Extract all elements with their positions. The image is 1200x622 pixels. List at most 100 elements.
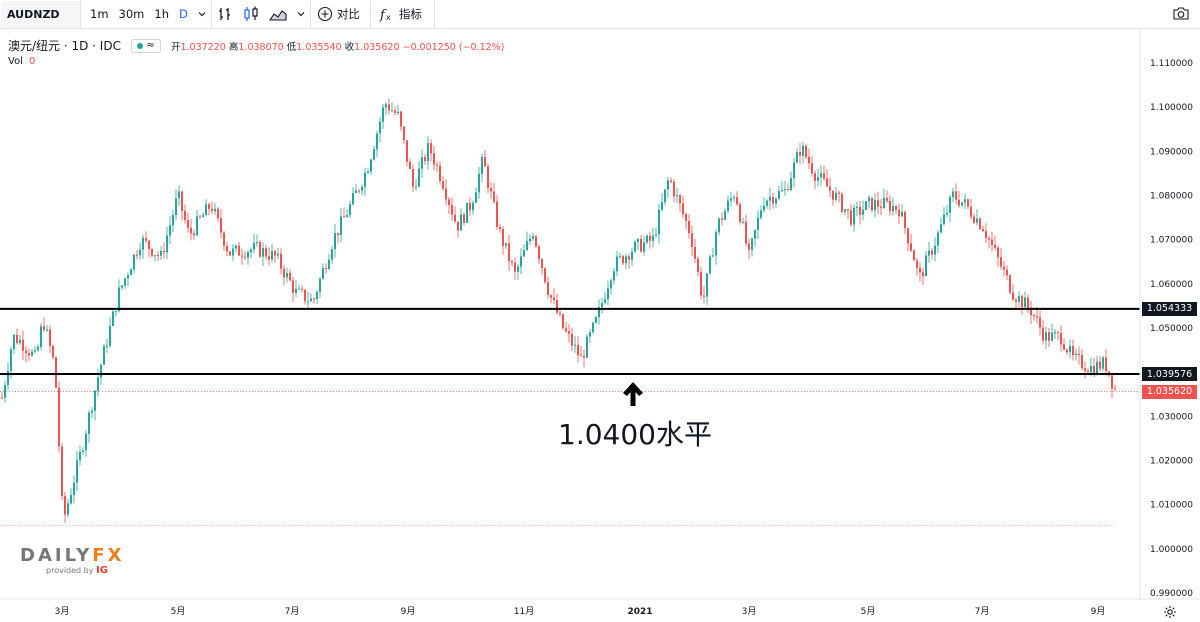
candle-body	[667, 180, 669, 190]
candle-body	[526, 241, 528, 251]
camera-icon[interactable]	[1172, 5, 1190, 26]
candle-body	[1030, 307, 1032, 316]
candle-body	[1000, 257, 1002, 267]
candle-body	[664, 189, 666, 203]
candle-body	[922, 272, 924, 277]
chevron-down-icon[interactable]	[292, 0, 310, 29]
interval-1h[interactable]: 1h	[154, 7, 169, 21]
candle-body	[475, 192, 477, 203]
candle-body	[790, 178, 792, 191]
candle-body	[532, 236, 534, 239]
candle-body	[37, 346, 39, 351]
candle-body	[574, 344, 576, 346]
candle-body	[712, 255, 714, 257]
candle-body	[1075, 353, 1077, 356]
chevron-down-icon[interactable]	[193, 0, 211, 29]
candle-body	[445, 188, 447, 200]
candle-body	[946, 212, 948, 215]
candle-body	[76, 460, 78, 483]
candle-body	[490, 187, 492, 192]
candle-body	[646, 235, 648, 243]
candle-body	[1051, 332, 1053, 341]
candle-body	[34, 350, 36, 352]
interval-30m[interactable]: 30m	[118, 7, 145, 21]
candle-body	[388, 104, 390, 111]
candle-body	[706, 273, 708, 297]
candle-body	[409, 161, 411, 170]
compare-button[interactable]: 对比	[311, 0, 364, 29]
candle-body	[751, 238, 753, 250]
candle-body	[415, 186, 417, 188]
candle-body	[952, 191, 954, 197]
y-tick-label: 1.050000	[1150, 324, 1193, 334]
candle-body	[484, 156, 486, 167]
candle-body	[259, 242, 261, 257]
candle-body	[853, 207, 855, 225]
candle-body	[619, 255, 621, 257]
area-style-icon[interactable]	[264, 0, 292, 29]
candle-body	[148, 240, 150, 249]
candle-body	[691, 233, 693, 247]
candle-body	[616, 256, 618, 272]
candle-body	[19, 339, 21, 344]
candle-body	[679, 195, 681, 204]
candle-body	[736, 197, 738, 205]
candle-body	[472, 202, 474, 211]
bar-style-icon[interactable]	[212, 0, 238, 29]
candle-body	[625, 256, 627, 264]
candle-body	[457, 221, 459, 231]
visibility-toggle[interactable]: ≈	[130, 38, 161, 53]
interval-1m[interactable]: 1m	[90, 7, 109, 21]
candle-body	[112, 311, 114, 326]
candle-body	[325, 268, 327, 270]
candle-body	[1039, 317, 1041, 328]
candle-body	[79, 451, 81, 461]
candle-body	[502, 229, 504, 246]
candle-body	[787, 189, 789, 191]
candle-body	[31, 351, 33, 356]
candle-body	[802, 145, 804, 156]
candle-body	[658, 209, 660, 235]
candle-body	[631, 251, 633, 260]
candle-body	[58, 387, 60, 447]
candle-body	[151, 248, 153, 256]
candle-body	[862, 209, 864, 215]
candle-body	[1114, 388, 1116, 390]
interval-d[interactable]: D	[178, 7, 188, 21]
toolbar-divider	[309, 0, 311, 29]
candle-body	[196, 216, 198, 236]
symbol-search[interactable]: AUDNZD	[1, 0, 80, 28]
candle-body	[268, 256, 270, 260]
candle-body	[127, 275, 129, 279]
candle-body	[451, 205, 453, 215]
candle-body	[520, 256, 522, 267]
toolbar-divider	[369, 0, 371, 29]
candle-body	[322, 268, 324, 279]
candle-body	[367, 171, 369, 173]
candle-body	[535, 236, 537, 247]
toolbar-divider	[80, 0, 81, 29]
price-chart[interactable]: 1.110000 1.100000 1.090000 1.080000 1.070000…	[0, 29, 1200, 622]
candle-style-icon[interactable]	[238, 0, 264, 29]
candle-body	[835, 192, 837, 200]
candle-body	[568, 331, 570, 334]
y-tick-label: 1.020000	[1150, 457, 1193, 467]
x-tick-label: 3月	[742, 606, 757, 617]
horizontal-lines	[0, 307, 1140, 526]
candle-body	[340, 216, 342, 235]
change-value: −0.001250 (−0.12%)	[402, 41, 505, 53]
candle-body	[643, 242, 645, 252]
candle-body	[406, 140, 408, 162]
candle-body	[1054, 332, 1056, 334]
candle-body	[547, 282, 549, 296]
gear-icon[interactable]	[1163, 604, 1177, 622]
candle-body	[163, 251, 165, 253]
candle-body	[487, 166, 489, 188]
y-tick-label: 1.010000	[1150, 501, 1193, 511]
candle-body	[847, 209, 849, 211]
candle-body	[133, 254, 135, 270]
candle-body	[202, 215, 204, 218]
